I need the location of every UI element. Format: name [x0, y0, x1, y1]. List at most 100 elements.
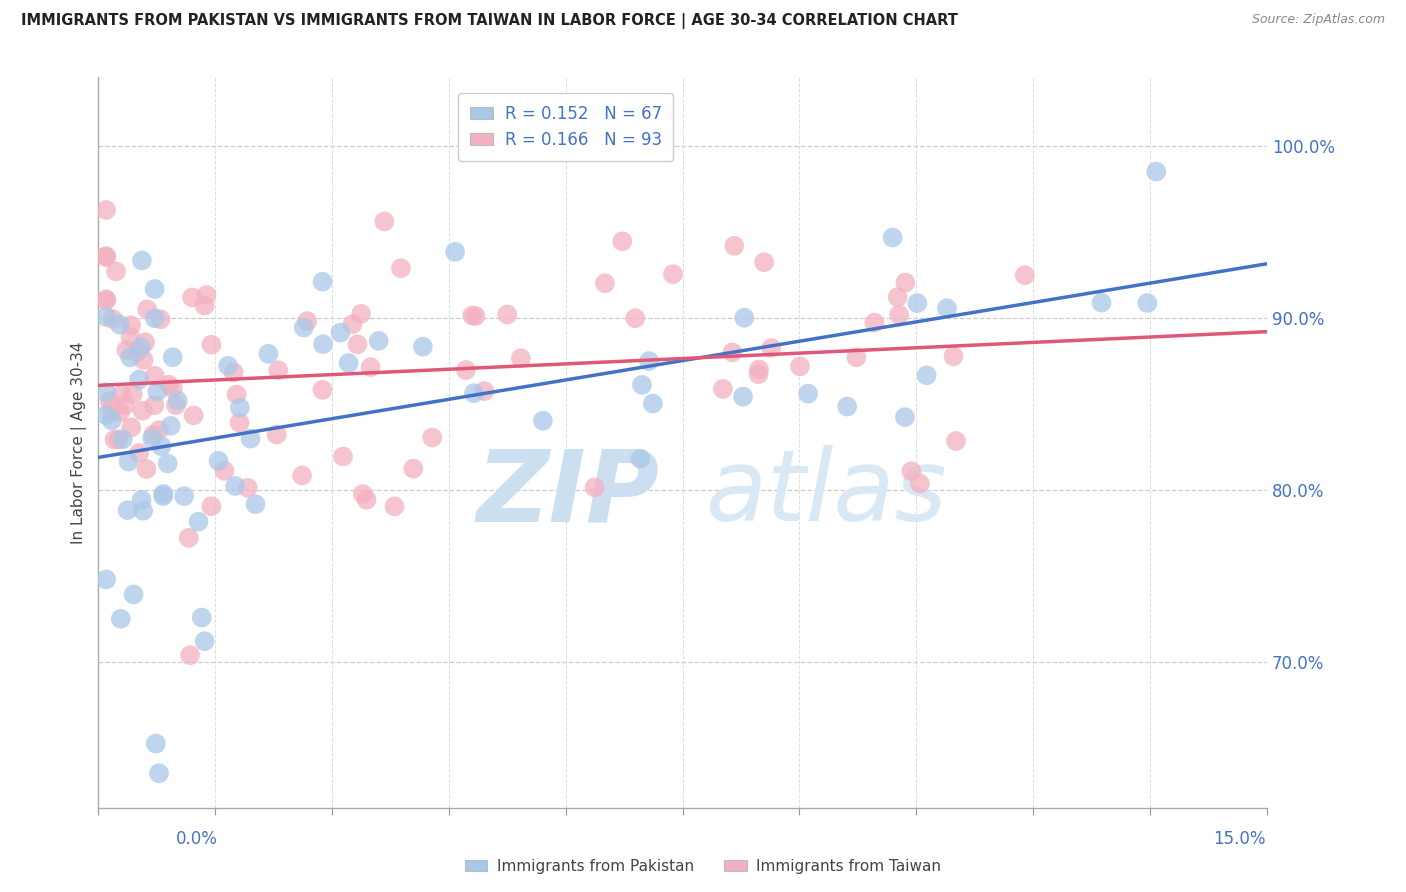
Point: [117, 503, 139, 517]
Point: [149, 312, 172, 326]
Point: [797, 386, 820, 401]
Point: [162, 382, 184, 396]
Point: [228, 416, 250, 430]
Point: [114, 398, 136, 412]
Point: [177, 531, 200, 545]
Point: [107, 433, 129, 447]
Point: [887, 308, 910, 322]
Point: [132, 352, 155, 367]
Point: [194, 299, 217, 313]
Point: [224, 479, 246, 493]
Point: [142, 427, 165, 442]
Point: [789, 359, 811, 374]
Point: [120, 420, 142, 434]
Point: [454, 363, 477, 377]
Point: [134, 335, 156, 350]
Point: [900, 464, 922, 478]
Point: [200, 499, 222, 513]
Point: [384, 500, 406, 514]
Point: [329, 326, 352, 340]
Point: [509, 351, 531, 366]
Point: [496, 308, 519, 322]
Point: [115, 343, 138, 357]
Point: [356, 492, 378, 507]
Point: [120, 330, 142, 344]
Point: [731, 390, 754, 404]
Point: [267, 363, 290, 377]
Point: [117, 455, 139, 469]
Point: [135, 462, 157, 476]
Point: [747, 368, 769, 382]
Point: [152, 487, 174, 501]
Point: [905, 296, 928, 310]
Point: [110, 612, 132, 626]
Point: [131, 253, 153, 268]
Point: [121, 387, 143, 401]
Point: [292, 320, 315, 334]
Point: [131, 492, 153, 507]
Point: [711, 382, 734, 396]
Point: [412, 340, 434, 354]
Point: [98, 394, 121, 409]
Point: [761, 341, 783, 355]
Point: [108, 405, 131, 419]
Point: [894, 276, 917, 290]
Point: [143, 398, 166, 412]
Point: [754, 255, 776, 269]
Point: [1014, 268, 1036, 282]
Point: [148, 423, 170, 437]
Point: [342, 317, 364, 331]
Point: [143, 311, 166, 326]
Point: [94, 293, 117, 307]
Text: 0.0%: 0.0%: [176, 830, 218, 847]
Point: [111, 432, 134, 446]
Text: 15.0%: 15.0%: [1213, 830, 1265, 847]
Point: [239, 432, 262, 446]
Point: [207, 454, 229, 468]
Point: [337, 356, 360, 370]
Point: [166, 393, 188, 408]
Point: [402, 461, 425, 475]
Point: [291, 468, 314, 483]
Point: [156, 457, 179, 471]
Point: [332, 450, 354, 464]
Point: [214, 464, 236, 478]
Point: [143, 368, 166, 383]
Point: [183, 409, 205, 423]
Point: [1090, 295, 1112, 310]
Point: [583, 480, 606, 494]
Point: [638, 354, 661, 368]
Point: [837, 400, 859, 414]
Point: [257, 347, 280, 361]
Point: [157, 377, 180, 392]
Point: [360, 360, 382, 375]
Point: [863, 316, 886, 330]
Point: [748, 362, 770, 376]
Point: [103, 433, 125, 447]
Point: [131, 403, 153, 417]
Point: [662, 267, 685, 281]
Point: [641, 396, 664, 410]
Point: [593, 277, 616, 291]
Point: [120, 351, 142, 365]
Point: [181, 290, 204, 304]
Point: [194, 634, 217, 648]
Legend: Immigrants from Pakistan, Immigrants from Taiwan: Immigrants from Pakistan, Immigrants fro…: [458, 853, 948, 880]
Point: [120, 318, 142, 333]
Point: [152, 489, 174, 503]
Point: [723, 239, 745, 253]
Point: [389, 261, 412, 276]
Point: [1144, 164, 1167, 178]
Point: [141, 431, 163, 445]
Point: [165, 398, 187, 412]
Point: [229, 401, 252, 415]
Point: [222, 366, 245, 380]
Point: [444, 244, 467, 259]
Point: [122, 587, 145, 601]
Point: [94, 250, 117, 264]
Point: [461, 309, 484, 323]
Point: [94, 310, 117, 324]
Point: [94, 385, 117, 400]
Point: [125, 345, 148, 359]
Point: [150, 439, 173, 453]
